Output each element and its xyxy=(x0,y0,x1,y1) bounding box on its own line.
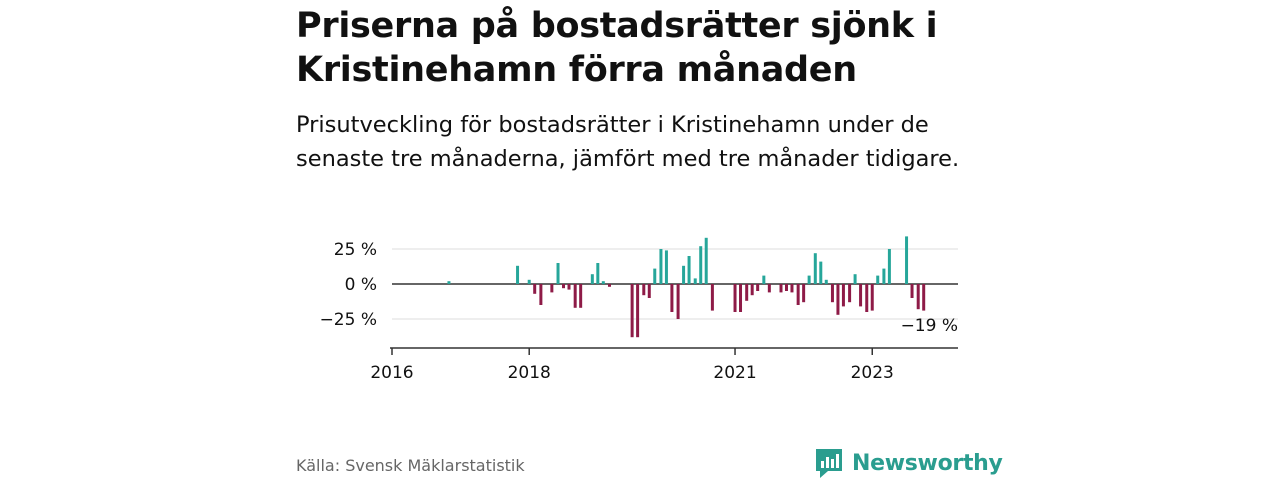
bar xyxy=(733,284,737,312)
bar xyxy=(779,284,783,293)
bar xyxy=(790,284,794,293)
axis-layer: 2016 2018 2021 2023 xyxy=(370,347,958,383)
x-tick-label: 2021 xyxy=(713,363,756,383)
bar xyxy=(784,284,788,291)
bar xyxy=(704,237,708,284)
bar xyxy=(699,246,703,284)
chart-title: Priserna på bostadsrätter sjönk i Kristi… xyxy=(296,6,938,90)
bar xyxy=(739,284,743,312)
bar xyxy=(590,274,594,284)
bar xyxy=(745,284,749,301)
bar xyxy=(562,284,566,289)
bar xyxy=(841,284,845,307)
bar xyxy=(607,284,611,287)
bar xyxy=(642,284,646,296)
bar xyxy=(802,284,806,303)
newsworthy-logo[interactable]: Newsworthy xyxy=(814,446,1003,480)
bar xyxy=(539,284,543,305)
bar xyxy=(767,284,771,293)
bar xyxy=(556,263,560,284)
bar xyxy=(922,284,926,311)
bar xyxy=(750,284,754,296)
bar xyxy=(916,284,920,310)
bar xyxy=(859,284,863,307)
bar xyxy=(882,268,886,284)
bar xyxy=(848,284,852,303)
bar xyxy=(836,284,840,315)
x-tick-label: 2016 xyxy=(370,363,413,383)
bar xyxy=(636,284,640,338)
bar xyxy=(887,249,891,284)
bar xyxy=(573,284,577,308)
source-credit: Källa: Svensk Mäklarstatistik xyxy=(296,456,525,475)
bar xyxy=(870,284,874,311)
bar xyxy=(876,275,880,284)
bar xyxy=(910,284,914,298)
bar xyxy=(687,256,691,284)
bar xyxy=(647,284,651,298)
last-value-annotation: −19 % xyxy=(901,316,958,336)
newsworthy-logo-icon xyxy=(816,449,842,478)
bar xyxy=(670,284,674,312)
bar xyxy=(865,284,869,312)
bar xyxy=(601,281,605,284)
bar xyxy=(653,268,657,284)
bar xyxy=(824,279,828,284)
bar xyxy=(905,236,909,284)
bar xyxy=(762,275,766,284)
bar xyxy=(682,265,686,284)
grid-layer: 25 % 0 % −25 % xyxy=(320,240,958,330)
brand-name: Newsworthy xyxy=(852,450,1003,476)
bar xyxy=(527,279,531,284)
bar xyxy=(710,284,714,311)
y-tick-label: −25 % xyxy=(320,310,377,330)
bar xyxy=(853,274,857,284)
bar xyxy=(676,284,680,319)
chart-subtitle: Prisutveckling för bostadsrätter i Krist… xyxy=(296,112,960,172)
bar xyxy=(447,281,451,284)
bar xyxy=(819,261,823,284)
bar xyxy=(664,250,668,284)
bar xyxy=(659,249,663,284)
y-tick-label: 0 % xyxy=(345,275,377,295)
x-tick-label: 2018 xyxy=(508,363,551,383)
bar xyxy=(567,284,571,290)
bar xyxy=(693,278,697,284)
bar xyxy=(813,253,817,284)
bar xyxy=(579,284,583,308)
bar xyxy=(796,284,800,305)
bar xyxy=(550,284,554,293)
bar xyxy=(596,263,600,284)
bar xyxy=(533,284,537,294)
bar xyxy=(630,284,634,338)
bar xyxy=(516,265,520,284)
x-tick-label: 2023 xyxy=(851,363,894,383)
y-tick-label: 25 % xyxy=(334,240,377,260)
bar xyxy=(807,275,811,284)
bar-layer xyxy=(447,236,926,338)
bar xyxy=(830,284,834,303)
bar xyxy=(756,284,760,291)
